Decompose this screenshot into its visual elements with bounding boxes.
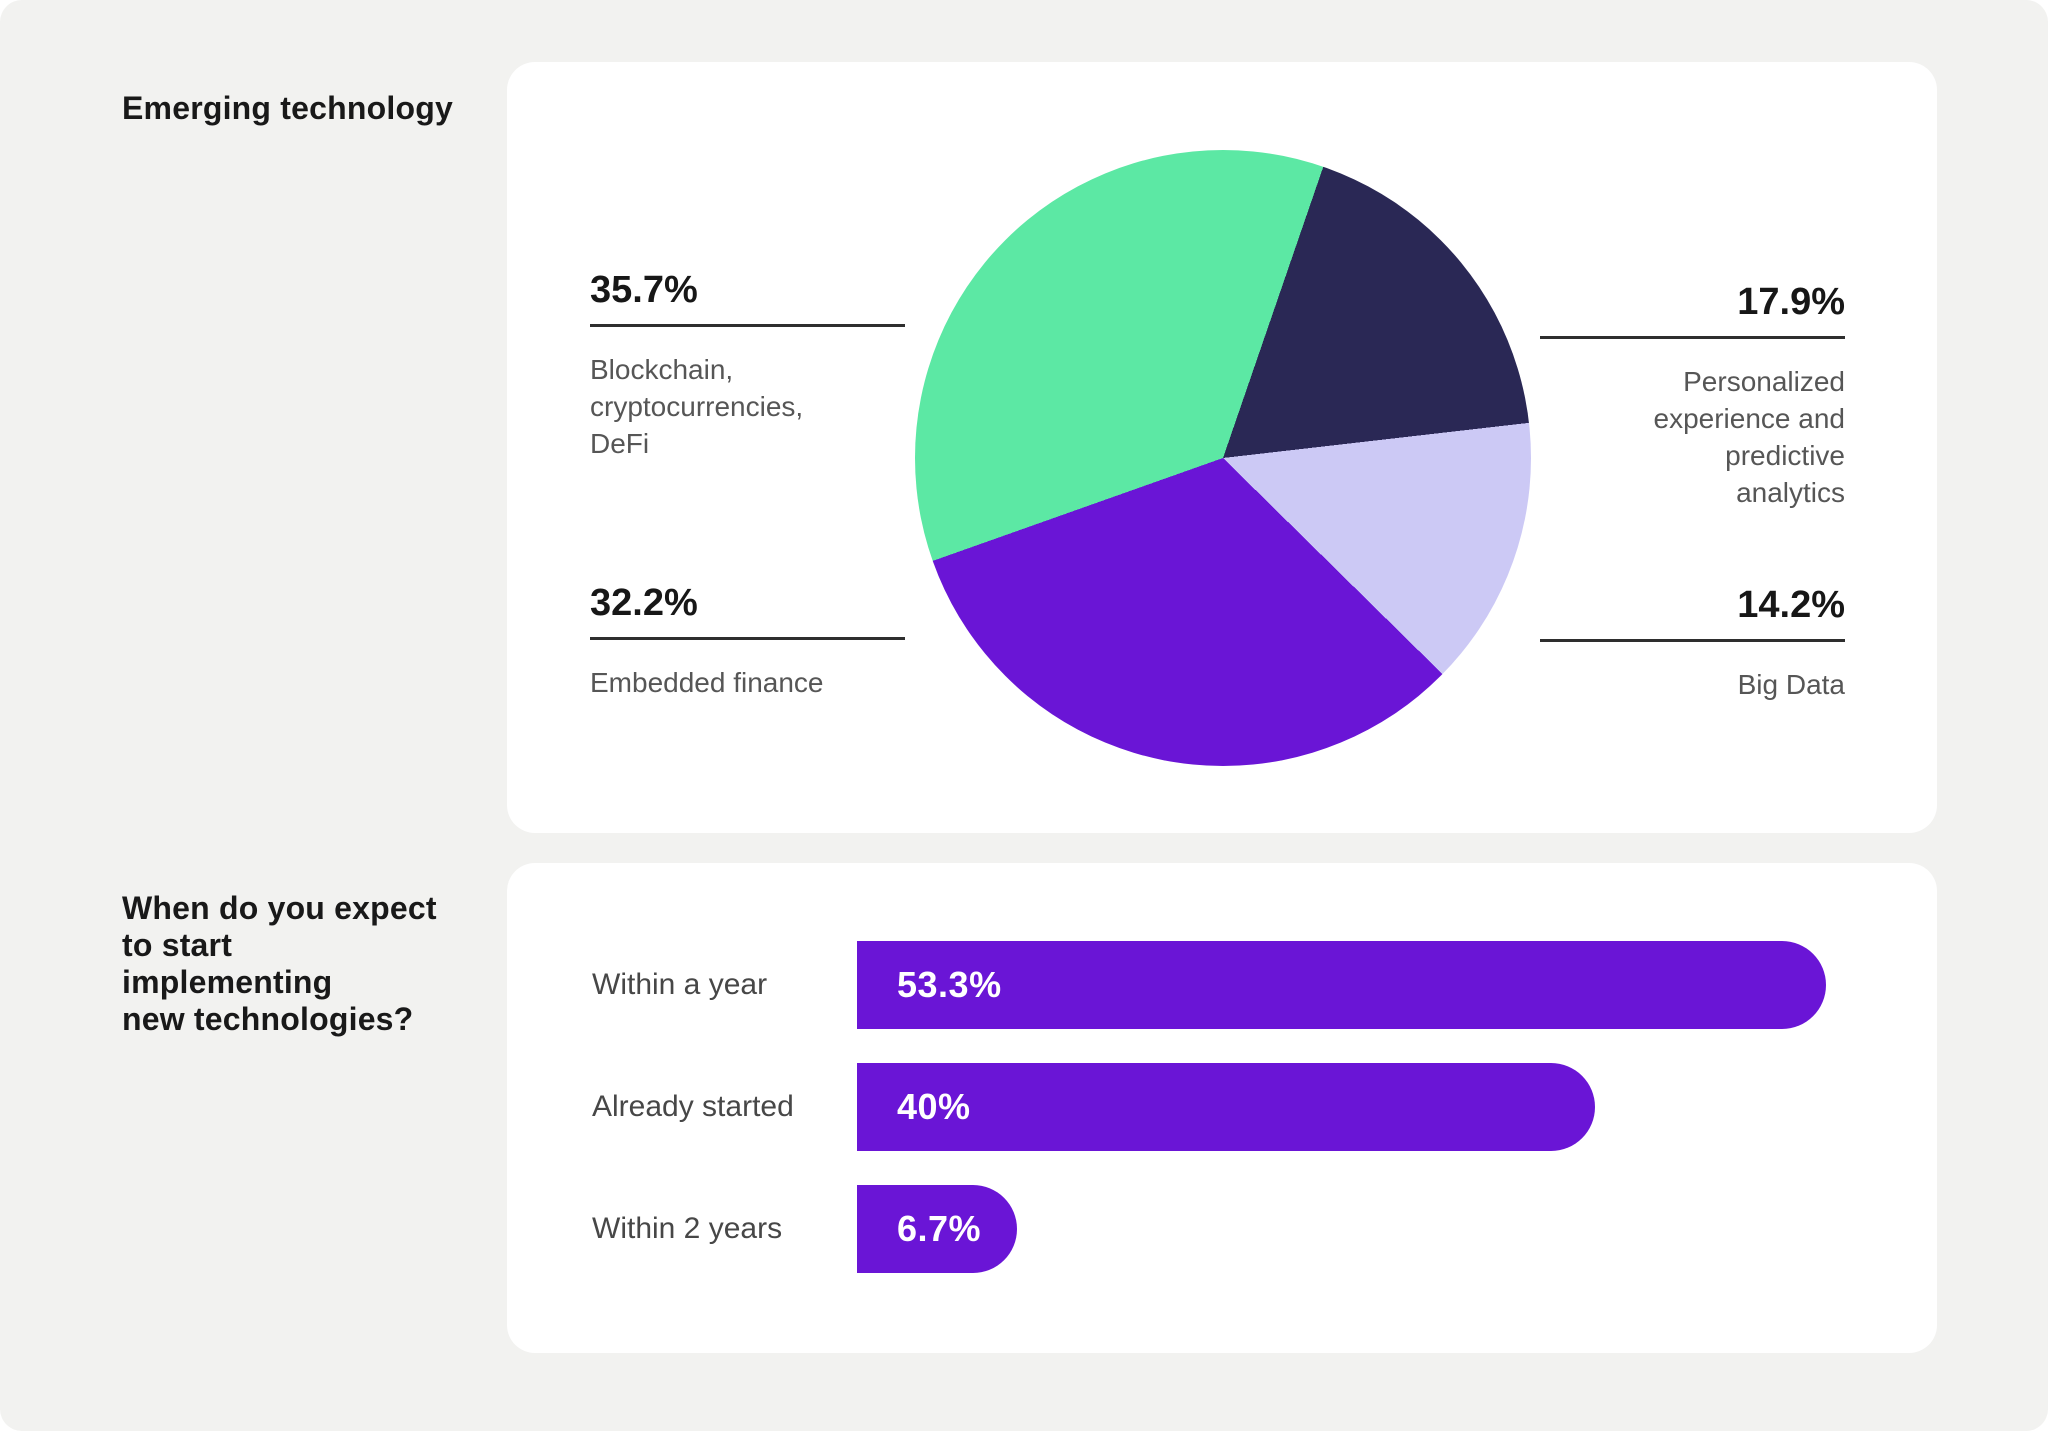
pie-value-blockchain: 35.7% (590, 269, 698, 311)
bar-track: 40% (857, 1063, 1867, 1151)
label-underline (590, 324, 905, 327)
pie-chart (915, 150, 1531, 766)
pie-label-big-data: 14.2% Big Data (1540, 583, 1845, 703)
bar-category-label: Already started (592, 1090, 794, 1123)
pie-label-embedded-finance: 32.2% Embedded finance (590, 581, 905, 701)
bar-row: Already started 40% (507, 1063, 1937, 1151)
bar-already-started: 40% (857, 1063, 1595, 1151)
pie-desc-blockchain: Blockchain, cryptocurrencies, DeFi (590, 354, 804, 459)
bar-card: Within a year 53.3% Already started 40% … (507, 863, 1937, 1353)
pie-value-big-data: 14.2% (1737, 584, 1845, 626)
pie-desc-embedded-finance: Embedded finance (590, 667, 824, 698)
pie-label-blockchain: 35.7% Blockchain, cryptocurrencies, DeFi (590, 268, 905, 462)
bar-category-label: Within a year (592, 968, 768, 1001)
pie-card: 35.7% Blockchain, cryptocurrencies, DeFi… (507, 62, 1937, 833)
label-underline (590, 637, 905, 640)
label-underline (1540, 639, 1845, 642)
pie-value-embedded-finance: 32.2% (590, 582, 698, 624)
bar-section-title: When do you expect to start implementing… (122, 890, 437, 1037)
bar-chart: Within a year 53.3% Already started 40% … (507, 941, 1937, 1273)
bar-row: Within 2 years 6.7% (507, 1185, 1937, 1273)
bar-within-2-years: 6.7% (857, 1185, 1017, 1273)
label-underline (1540, 336, 1845, 339)
bar-row: Within a year 53.3% (507, 941, 1937, 1029)
pie-desc-personalized: Personalized experience and predictive a… (1653, 366, 1845, 508)
pie-section-title: Emerging technology (122, 90, 453, 126)
bar-within-a-year: 53.3% (857, 941, 1826, 1029)
pie-label-personalized: 17.9% Personalized experience and predic… (1540, 280, 1845, 511)
pie-desc-big-data: Big Data (1737, 669, 1845, 700)
bar-track: 53.3% (857, 941, 1867, 1029)
bar-track: 6.7% (857, 1185, 1867, 1273)
bar-category-label: Within 2 years (592, 1212, 783, 1245)
pie-value-personalized: 17.9% (1737, 281, 1845, 323)
